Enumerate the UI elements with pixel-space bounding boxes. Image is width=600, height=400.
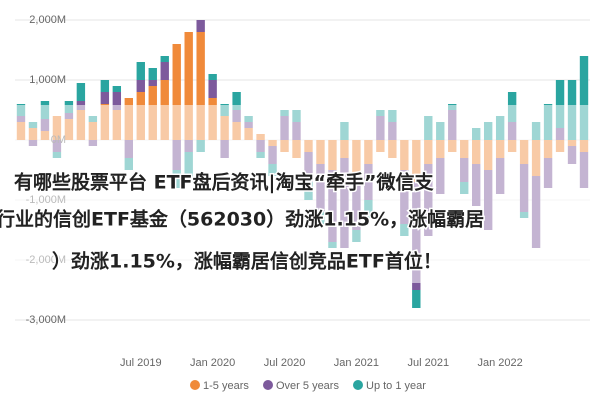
legend-marker bbox=[190, 380, 200, 390]
bar-segment bbox=[579, 56, 589, 140]
legend-label: Over 5 years bbox=[276, 380, 339, 392]
bar-segment bbox=[148, 80, 157, 86]
bar-segment bbox=[136, 62, 145, 80]
bar-segment bbox=[100, 80, 110, 92]
overlay-text: 行业的信创ETF基金（562030）劲涨1.15%，涨幅霸居 bbox=[0, 208, 484, 231]
legend-marker bbox=[353, 380, 363, 390]
y-tick-label: 1,000M bbox=[29, 74, 66, 86]
x-tick-label: Jan 2021 bbox=[334, 357, 379, 369]
bar-segment bbox=[196, 20, 205, 32]
bar-segment bbox=[160, 56, 169, 62]
x-tick-label: Jan 2020 bbox=[190, 357, 235, 369]
bar-segment bbox=[208, 80, 217, 98]
legend-label: Up to 1 year bbox=[366, 380, 426, 392]
x-tick-label: Jan 2022 bbox=[478, 357, 523, 369]
bar-segment bbox=[100, 92, 110, 104]
bar-segment bbox=[184, 32, 193, 140]
bar-segment bbox=[76, 83, 86, 101]
bar-segment bbox=[555, 80, 565, 128]
x-tick-label: Jul 2019 bbox=[120, 357, 162, 369]
overlay-band bbox=[0, 105, 600, 283]
legend-marker bbox=[263, 380, 273, 390]
y-tick-label: 2,000M bbox=[29, 14, 66, 26]
bar-segment bbox=[196, 32, 205, 140]
overlay-text: ）劲涨1.15%，涨幅霸居信创竞品ETF首位！ bbox=[52, 250, 442, 273]
bar-segment bbox=[208, 74, 217, 80]
bar-segment bbox=[172, 44, 181, 140]
legend-label: 1-5 years bbox=[203, 380, 249, 392]
bar-segment bbox=[112, 86, 122, 92]
bar-segment bbox=[232, 92, 241, 110]
bar-segment bbox=[160, 62, 169, 80]
bar-segment bbox=[136, 80, 145, 92]
bar-segment bbox=[148, 68, 157, 80]
x-tick-label: Jul 2020 bbox=[264, 357, 306, 369]
y-tick-label: -3,000M bbox=[26, 314, 66, 326]
overlay-text: 有哪些股票平台 ETF盘后资讯|淘宝“牵手”微信支 bbox=[14, 171, 434, 194]
x-tick-label: Jul 2021 bbox=[407, 357, 449, 369]
bar-segment bbox=[112, 92, 122, 110]
bar-segment bbox=[412, 290, 421, 308]
